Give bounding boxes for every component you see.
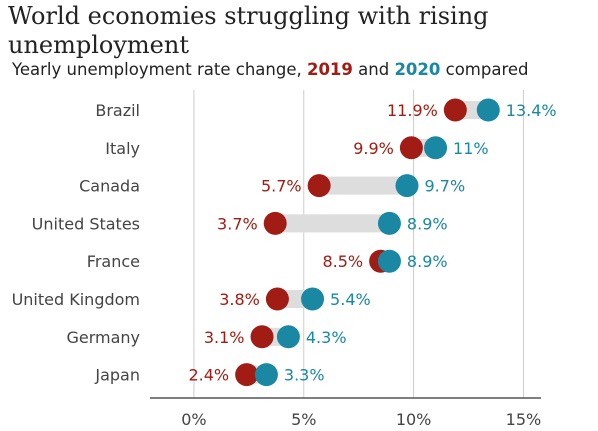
category-label: United States	[32, 214, 140, 233]
x-tick-label: 10%	[396, 410, 432, 429]
category-label: France	[87, 252, 140, 271]
dot-2019	[250, 325, 274, 349]
value-label-2020: 3.3%	[284, 366, 325, 385]
value-label-2019: 11.9%	[387, 101, 438, 120]
value-label-2019: 5.7%	[261, 177, 302, 196]
value-label-2019: 3.1%	[204, 328, 245, 347]
dot-2020	[476, 98, 500, 122]
subtitle-prefix: Yearly unemployment rate change,	[12, 60, 302, 79]
subtitle-suffix: compared	[445, 60, 529, 79]
dot-2020	[377, 249, 401, 273]
value-label-2019: 9.9%	[353, 139, 394, 158]
value-label-2020: 8.9%	[407, 252, 448, 271]
x-axis: 0% 5% 10% 15%	[150, 397, 542, 429]
value-label-2019: 3.8%	[219, 290, 260, 309]
category-label: Italy	[105, 139, 140, 158]
labels: Brazil 11.9% 13.4% Italy 9.9% 11% Canada 5.7% 9.…	[12, 101, 557, 385]
category-label: Canada	[79, 177, 140, 196]
dot-2019	[263, 211, 287, 235]
subtitle-middle: and	[358, 60, 390, 79]
dot-2020	[301, 287, 325, 311]
dot-2019	[307, 174, 331, 198]
dot-2020	[395, 174, 419, 198]
dot-2020	[276, 325, 300, 349]
dot-2019	[235, 363, 259, 387]
data-points	[235, 98, 500, 387]
chart-subtitle: Yearly unemployment rate change, 2019 an…	[12, 60, 592, 79]
x-tick-label: 15%	[506, 410, 542, 429]
subtitle-year-2019: 2019	[306, 60, 353, 79]
category-label: Germany	[66, 328, 140, 347]
value-label-2019: 2.4%	[188, 366, 229, 385]
value-label-2020: 9.7%	[425, 177, 466, 196]
dot-2020	[424, 136, 448, 160]
value-label-2020: 5.4%	[330, 290, 371, 309]
connector-bar	[275, 214, 390, 233]
gridlines	[193, 90, 524, 398]
category-label: Japan	[94, 366, 140, 385]
value-label-2020: 4.3%	[306, 328, 347, 347]
x-tick-label: 0%	[181, 410, 206, 429]
value-label-2020: 11%	[453, 139, 489, 158]
dot-2020	[377, 211, 401, 235]
connector-bar	[319, 176, 408, 195]
value-label-2020: 13.4%	[506, 101, 557, 120]
x-tick-label: 5%	[291, 410, 316, 429]
dot-2020	[254, 363, 278, 387]
value-label-2020: 8.9%	[407, 214, 448, 233]
chart-title: World economies struggling with rising u…	[8, 2, 489, 59]
value-label-2019: 3.7%	[217, 214, 258, 233]
subtitle-year-2020: 2020	[394, 60, 441, 79]
dot-2019	[399, 136, 423, 160]
dot-2019	[265, 287, 289, 311]
dot-2019	[443, 98, 467, 122]
category-label: United Kingdom	[12, 290, 140, 309]
category-label: Brazil	[95, 101, 140, 120]
value-label-2019: 8.5%	[322, 252, 363, 271]
